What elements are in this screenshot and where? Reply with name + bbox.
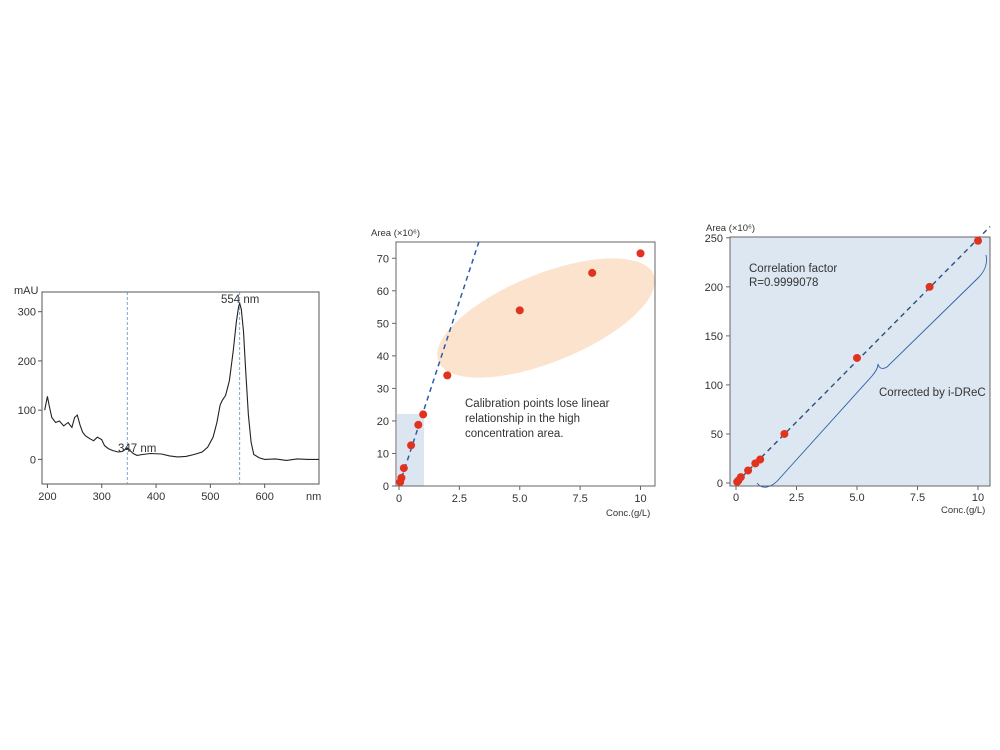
spectrum-line — [44, 301, 319, 461]
data-point — [636, 249, 645, 258]
data-point — [397, 473, 406, 482]
data-point — [744, 466, 753, 475]
x-tick-label: 400 — [147, 491, 165, 503]
calibration-raw-annotation: Calibration points lose linear relations… — [465, 398, 613, 440]
x-tick-label: 200 — [38, 491, 56, 503]
corrected-xlabel: Conc.(g/L) — [941, 505, 985, 516]
y-tick-label: 200 — [18, 356, 36, 368]
x-tick-label: 600 — [256, 491, 274, 503]
y-tick-label: 100 — [18, 405, 36, 417]
y-tick-label: 200 — [705, 282, 723, 294]
x-tick-label: 500 — [201, 491, 219, 503]
calibration-raw-ylabel: Area (×10⁶) — [371, 228, 420, 239]
brace-label: Corrected by i-DReC — [879, 387, 986, 399]
peak-label-554: 554 nm — [221, 294, 259, 306]
corrected-fit-line — [735, 226, 991, 484]
y-tick-label: 250 — [705, 233, 723, 245]
calibration-raw-plot-frame — [395, 241, 656, 487]
y-tick-label: 40 — [377, 351, 389, 363]
data-point — [853, 353, 861, 362]
data-point — [407, 441, 416, 450]
x-tick-label: 2.5 — [452, 493, 467, 505]
y-tick-label: 300 — [18, 307, 36, 319]
x-tick-label: 7.5 — [572, 493, 587, 505]
data-point — [419, 410, 428, 419]
calibration-raw-annotation-line2: relationship in the high — [465, 413, 580, 425]
x-tick-label: 0 — [733, 492, 739, 504]
data-point — [443, 371, 452, 380]
data-point — [780, 429, 789, 438]
calibration-raw-points — [396, 249, 645, 487]
spectrum-xlabel: nm — [306, 491, 321, 503]
y-tick-label: 150 — [705, 331, 723, 343]
x-tick-label: 300 — [93, 491, 111, 503]
y-tick-label: 60 — [377, 286, 389, 298]
correlation-value: R=0.9999078 — [749, 277, 818, 289]
x-tick-label: 10 — [972, 492, 984, 504]
y-tick-label: 0 — [383, 481, 389, 493]
y-tick-label: 50 — [711, 429, 723, 441]
calibration-raw-xlabel: Conc.(g/L) — [606, 508, 650, 519]
x-tick-label: 5.0 — [512, 493, 527, 505]
spectrum-ylabel: mAU — [14, 285, 39, 297]
y-tick-label: 70 — [377, 253, 389, 265]
y-tick-label: 10 — [377, 448, 389, 460]
calibration-raw-fit-line — [398, 241, 480, 487]
x-tick-label: 10 — [634, 493, 646, 505]
spectrum-plot-frame — [41, 291, 320, 485]
y-tick-label: 50 — [377, 318, 389, 330]
x-tick-label: 7.5 — [910, 492, 925, 504]
y-tick-label: 100 — [705, 380, 723, 392]
peak-label-347: 347 nm — [118, 443, 156, 455]
calibration-raw-ticks: 0 2.5 5.0 7.5 10 0 10 20 30 40 50 60 70 — [377, 253, 647, 505]
corrected-plot-frame — [729, 236, 991, 487]
calibration-raw-annotation-line1: Calibration points lose linear — [465, 398, 610, 410]
data-point — [588, 268, 597, 277]
y-tick-label: 0 — [717, 478, 723, 490]
x-tick-label: 2.5 — [789, 492, 804, 504]
data-point — [925, 282, 934, 291]
spectrum-ticks: 200 300 400 500 600 0 100 200 300 — [18, 307, 274, 503]
corrected-ylabel: Area (×10⁶) — [706, 223, 755, 234]
calibration-raw-annotation-line3: concentration area. — [465, 428, 563, 440]
data-point — [974, 236, 982, 245]
corrected-plot-background — [730, 237, 990, 486]
correction-brace — [756, 254, 987, 488]
x-tick-label: 0 — [396, 493, 402, 505]
data-point — [399, 464, 408, 473]
y-tick-label: 0 — [30, 454, 36, 466]
data-point — [756, 455, 765, 464]
corrected-points — [733, 236, 982, 486]
y-tick-label: 30 — [377, 383, 389, 395]
correlation-title: Correlation factor — [749, 263, 837, 275]
data-point — [414, 420, 423, 429]
data-point — [736, 473, 745, 482]
y-tick-label: 20 — [377, 416, 389, 428]
data-point — [515, 306, 524, 315]
x-tick-label: 5.0 — [849, 492, 864, 504]
spectrum-marker-lines — [126, 292, 241, 484]
high-conc-highlight — [437, 258, 655, 378]
